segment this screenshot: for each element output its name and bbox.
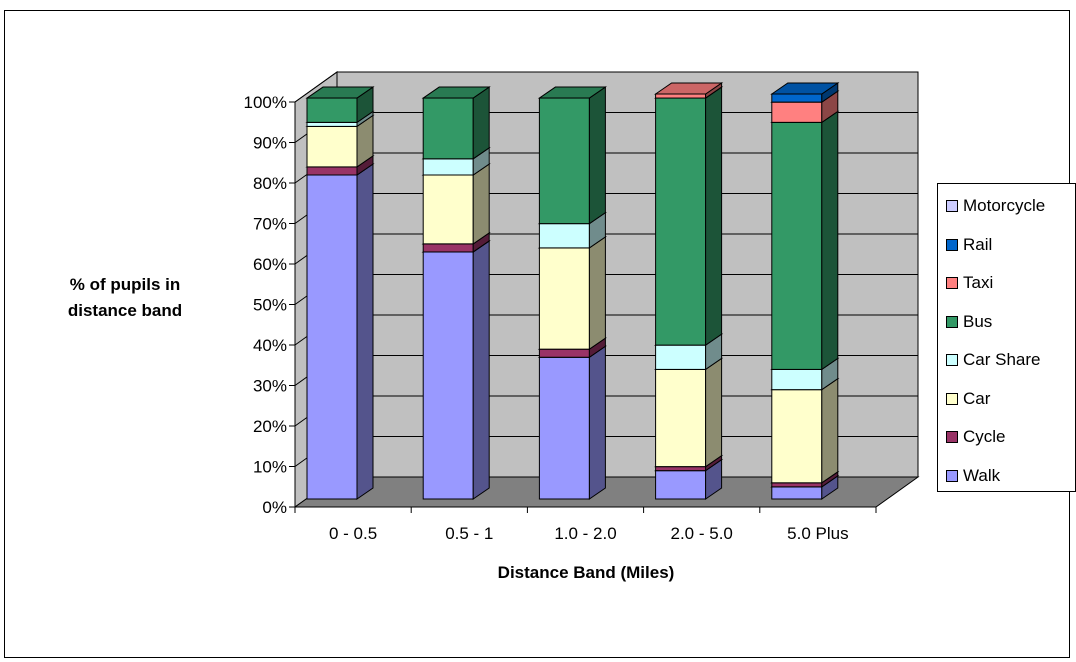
- legend-label: Cycle: [963, 427, 1006, 446]
- legend-item: Rail: [946, 234, 992, 256]
- bar-segment-side: [472, 163, 490, 245]
- bar-segment: [538, 97, 590, 225]
- bar-segment: [538, 223, 590, 249]
- legend: Motorcycle Rail Taxi Bus Car Share Car Cycle Wa…: [937, 183, 1076, 492]
- bar-segment: [422, 97, 474, 160]
- y-tick-label: 100%: [244, 93, 287, 112]
- legend-item: Cycle: [946, 426, 1006, 448]
- bar-segment: [422, 251, 474, 500]
- y-tick-label: 20%: [253, 417, 287, 436]
- x-axis-title: Distance Band (Miles): [497, 563, 675, 582]
- bar-segment: [655, 368, 707, 468]
- legend-swatch: [946, 200, 958, 212]
- legend-swatch: [946, 469, 958, 482]
- bar-segment-side: [588, 345, 606, 500]
- bar-segment: [771, 101, 823, 123]
- legend-label: Car: [963, 388, 991, 408]
- bar-segment: [306, 121, 358, 127]
- legend-label: Bus: [963, 311, 993, 331]
- bar-segment-side: [705, 357, 723, 468]
- bar-segment-top: [305, 86, 375, 99]
- bar-segment: [422, 243, 474, 253]
- bar-segment-top: [421, 86, 491, 99]
- y-axis-title-line-1: % of pupils in: [69, 275, 181, 294]
- y-tick-label: 70%: [253, 215, 287, 234]
- legend-label: Walk: [963, 465, 1001, 485]
- y-tick-label: 60%: [253, 255, 287, 274]
- bar-segment-side: [821, 110, 839, 371]
- legend-swatch: [946, 431, 958, 443]
- legend-swatch: [946, 238, 958, 251]
- x-tick-label: 0.5 - 1: [445, 524, 493, 543]
- legend-item: Bus: [946, 311, 992, 333]
- bar-segment: [655, 97, 707, 346]
- y-tick-label: 30%: [253, 377, 287, 396]
- bar-segment-top: [770, 82, 840, 95]
- x-tick-label: 0 - 0.5: [329, 524, 377, 543]
- bar-segment-side: [705, 86, 723, 347]
- legend-swatch: [946, 354, 958, 366]
- bar-segment: [422, 174, 474, 245]
- bar-segment: [306, 97, 358, 123]
- legend-label: Rail: [963, 234, 993, 254]
- legend-label: Taxi: [963, 273, 994, 292]
- legend-swatch: [946, 315, 958, 328]
- bar-segment: [771, 121, 823, 370]
- gridline-side: [294, 71, 338, 103]
- bar-segment: [771, 368, 823, 391]
- x-tick-label: 5.0 Plus: [787, 524, 848, 543]
- bar-segment-side: [821, 377, 839, 484]
- bar-segment: [771, 482, 823, 488]
- y-tick-label: 10%: [253, 458, 287, 477]
- bar-segment: [655, 344, 707, 370]
- bar-segment-side: [588, 86, 606, 225]
- legend-label: Motorcycle: [963, 196, 1046, 215]
- y-axis-title-line-2: distance band: [67, 301, 183, 320]
- bar-segment: [655, 466, 707, 472]
- bar-segment-top: [537, 86, 608, 99]
- x-tick-label: 2.0 - 5.0: [671, 524, 733, 543]
- bar-segment-side: [472, 86, 490, 160]
- legend-item: Taxi: [946, 272, 993, 294]
- bar-segment-side: [588, 235, 606, 351]
- y-tick-label: 0%: [262, 498, 287, 517]
- bar-segment: [538, 356, 590, 500]
- bar-segment-side: [356, 163, 374, 500]
- bar-segment: [771, 486, 823, 500]
- y-tick-label: 50%: [253, 296, 287, 315]
- bar-segment: [306, 174, 358, 500]
- bar-segment: [538, 247, 590, 350]
- y-tick-label: 80%: [253, 174, 287, 193]
- bar-segment: [771, 93, 823, 103]
- bar-segment: [655, 93, 707, 99]
- bar-segment: [306, 125, 358, 168]
- y-axis-title: % of pupils in distance band: [30, 272, 220, 324]
- legend-item: Car Share: [946, 349, 1040, 371]
- bar-segment: [306, 166, 358, 176]
- bar-segment: [538, 348, 590, 358]
- legend-swatch: [946, 392, 958, 405]
- y-tick-label: 90%: [253, 134, 287, 153]
- bar-segment: [655, 470, 707, 500]
- legend-item: Walk: [946, 465, 1000, 487]
- legend-item: Motorcycle: [946, 195, 1045, 217]
- legend-label: Car Share: [963, 350, 1041, 369]
- legend-item: Car: [946, 388, 990, 410]
- bar-segment-side: [472, 239, 490, 500]
- legend-swatch: [946, 277, 958, 289]
- bar-segment: [422, 158, 474, 176]
- bar-segment: [771, 389, 823, 484]
- bar-segment-top: [653, 82, 724, 95]
- y-tick-label: 40%: [253, 336, 287, 355]
- x-tick-label: 1.0 - 2.0: [554, 524, 616, 543]
